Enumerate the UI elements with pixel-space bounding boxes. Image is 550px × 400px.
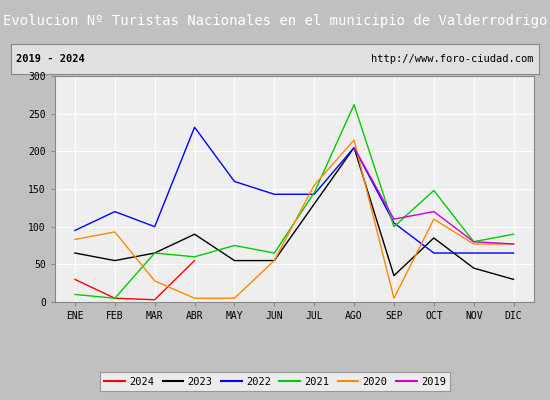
Legend: 2024, 2023, 2022, 2021, 2020, 2019: 2024, 2023, 2022, 2021, 2020, 2019: [100, 372, 450, 391]
Text: http://www.foro-ciudad.com: http://www.foro-ciudad.com: [371, 54, 534, 64]
Text: Evolucion Nº Turistas Nacionales en el municipio de Valderrodrigo: Evolucion Nº Turistas Nacionales en el m…: [3, 14, 547, 28]
Text: 2019 - 2024: 2019 - 2024: [16, 54, 85, 64]
